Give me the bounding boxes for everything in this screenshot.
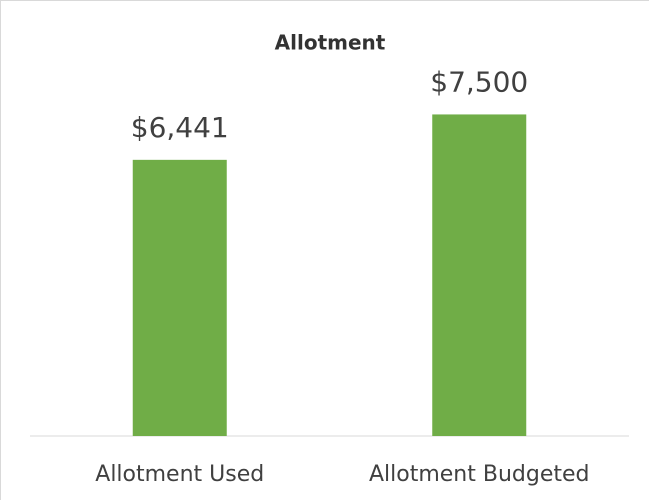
x-tick-label: Allotment Budgeted (369, 462, 590, 487)
bar (432, 114, 527, 436)
data-label: $7,500 (430, 65, 528, 98)
bar (132, 159, 227, 436)
chart-title: Allotment (275, 31, 386, 55)
x-tick-label: Allotment Used (95, 462, 264, 487)
data-label: $6,441 (131, 111, 229, 144)
